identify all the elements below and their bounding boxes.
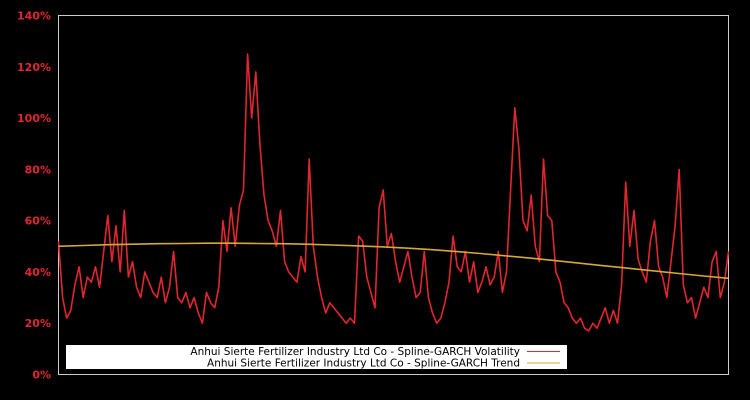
y-tick-label: 120% xyxy=(17,61,51,74)
legend-label-volatility: Anhui Sierte Fertilizer Industry Ltd Co … xyxy=(190,346,520,358)
plot-frame xyxy=(58,15,729,375)
trend-line xyxy=(58,242,729,280)
legend-label-trend: Anhui Sierte Fertilizer Industry Ltd Co … xyxy=(207,358,520,370)
y-tick-label: 40% xyxy=(25,266,51,279)
y-tick-label: 100% xyxy=(17,112,51,125)
y-tick-label: 60% xyxy=(25,215,51,228)
plot-lines xyxy=(57,53,730,332)
y-tick-label: 140% xyxy=(17,10,51,23)
y-tick-label: 80% xyxy=(25,163,51,176)
legend-box xyxy=(66,345,567,369)
y-tick-label: 20% xyxy=(25,317,51,330)
legend: Anhui Sierte Fertilizer Industry Ltd Co … xyxy=(66,345,567,370)
y-tick-label: 0% xyxy=(32,369,51,382)
y-axis: 0% 20% 40% 60% 80% 100% 120% 140% xyxy=(17,10,51,382)
